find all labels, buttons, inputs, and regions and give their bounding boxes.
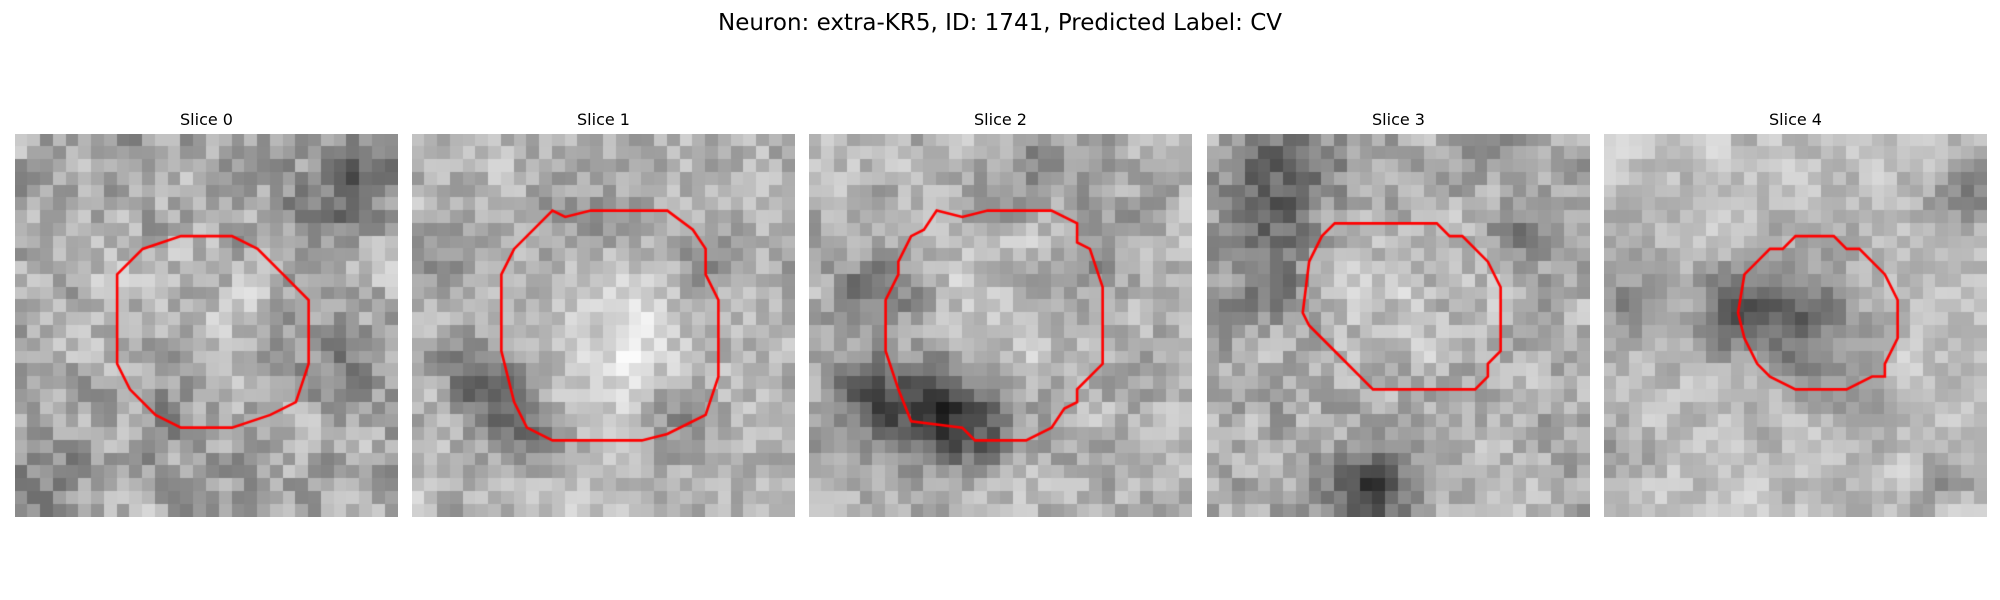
panel-title-slice-1: Slice 1 <box>577 110 630 129</box>
panel-title-slice-2: Slice 2 <box>974 110 1027 129</box>
panel-title-slice-0: Slice 0 <box>180 110 233 129</box>
slice-3-image <box>1207 134 1590 517</box>
panel-title-slice-3: Slice 3 <box>1372 110 1425 129</box>
slice-4-image <box>1604 134 1987 517</box>
panel-title-slice-4: Slice 4 <box>1769 110 1822 129</box>
slice-2-image <box>809 134 1192 517</box>
slice-0-image <box>15 134 398 517</box>
figure-title: Neuron: extra-KR5, ID: 1741, Predicted L… <box>717 10 1283 36</box>
slice-1-image <box>412 134 795 517</box>
